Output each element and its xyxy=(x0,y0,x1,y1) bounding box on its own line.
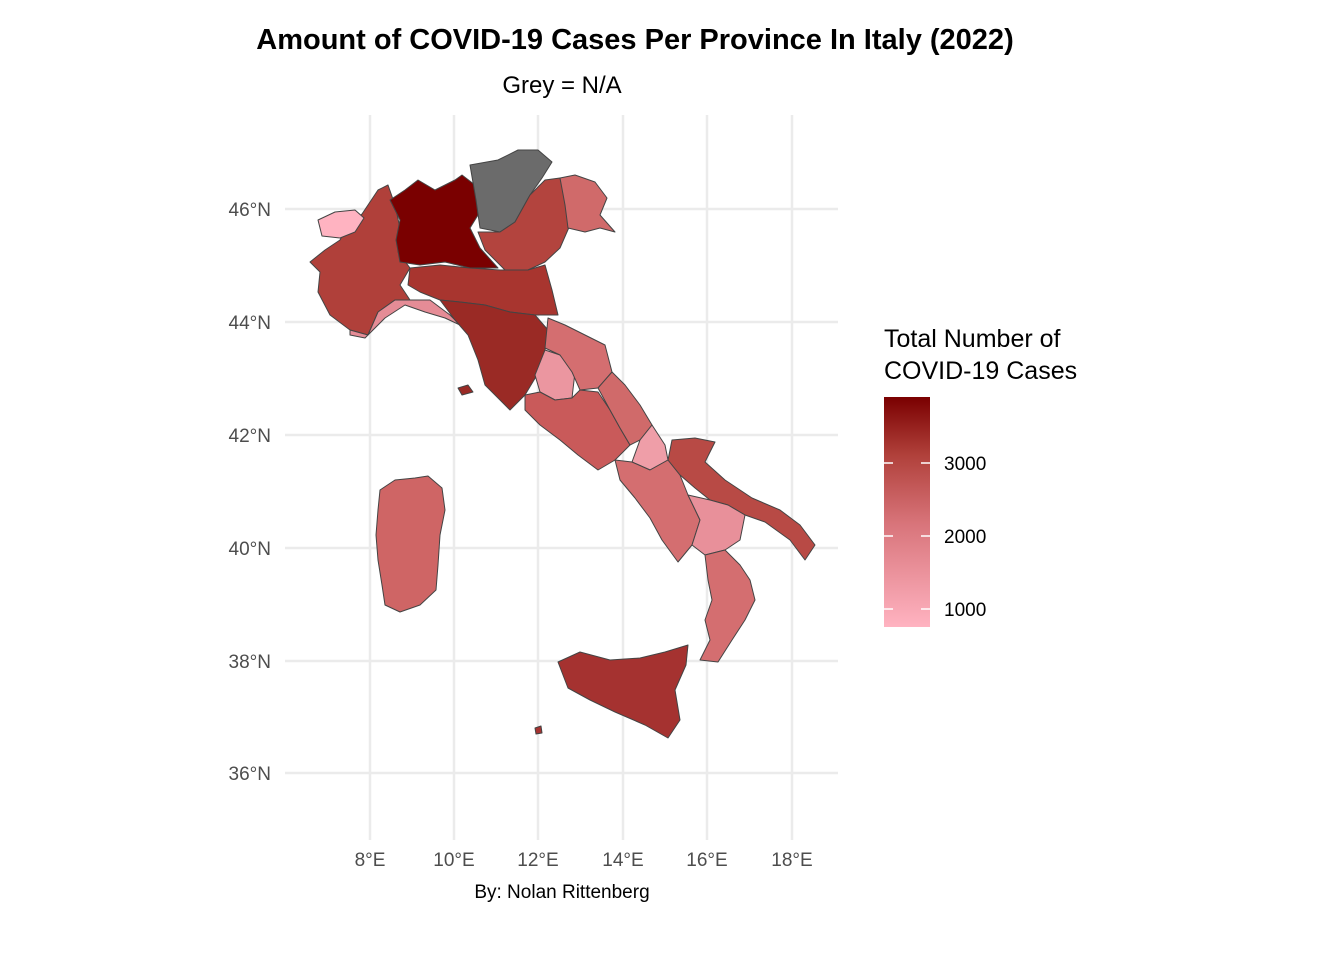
x-tick-label: 8°E xyxy=(355,850,386,871)
x-tick-label: 14°E xyxy=(602,850,643,871)
y-axis: 46°N 44°N 42°N 40°N 38°N 36°N xyxy=(229,200,271,785)
legend-tick-label: 1000 xyxy=(944,600,986,621)
x-tick-label: 16°E xyxy=(686,850,727,871)
x-axis: 8°E 10°E 12°E 14°E 16°E 18°E xyxy=(355,850,813,871)
legend-tick-label: 2000 xyxy=(944,527,986,548)
x-tick-label: 18°E xyxy=(771,850,812,871)
region-sardegna[interactable] xyxy=(375,475,446,613)
region-emilia[interactable] xyxy=(407,264,559,316)
legend-tick-label: 3000 xyxy=(944,454,986,475)
y-tick-label: 36°N xyxy=(229,764,271,785)
region-pantelleria[interactable] xyxy=(534,725,543,735)
y-tick-label: 44°N xyxy=(229,313,271,334)
region-lombardia[interactable] xyxy=(389,174,499,269)
chart-caption: By: Nolan Rittenberg xyxy=(474,882,650,903)
region-trentino[interactable] xyxy=(469,149,553,233)
y-tick-label: 42°N xyxy=(229,426,271,447)
chart-subtitle: Grey = N/A xyxy=(502,72,622,99)
y-tick-label: 40°N xyxy=(229,539,271,560)
region-valle-daosta[interactable] xyxy=(317,209,365,239)
region-elba[interactable] xyxy=(457,384,474,396)
x-tick-label: 10°E xyxy=(433,850,474,871)
legend: Total Number of COVID-19 Cases 3000 2000… xyxy=(884,325,1077,627)
y-tick-label: 46°N xyxy=(229,200,271,221)
chart-title: Amount of COVID-19 Cases Per Province In… xyxy=(256,24,1014,56)
legend-title-line2: COVID-19 Cases xyxy=(884,357,1077,385)
legend-colorbar xyxy=(884,397,930,627)
region-sicilia[interactable] xyxy=(557,644,689,739)
region-toscana[interactable] xyxy=(439,299,549,411)
region-calabria[interactable] xyxy=(699,549,756,663)
region-friuli[interactable] xyxy=(559,174,616,233)
x-tick-label: 12°E xyxy=(517,850,558,871)
legend-title-line1: Total Number of xyxy=(884,325,1061,353)
region-basilicata[interactable] xyxy=(687,494,746,556)
y-tick-label: 38°N xyxy=(229,652,271,673)
